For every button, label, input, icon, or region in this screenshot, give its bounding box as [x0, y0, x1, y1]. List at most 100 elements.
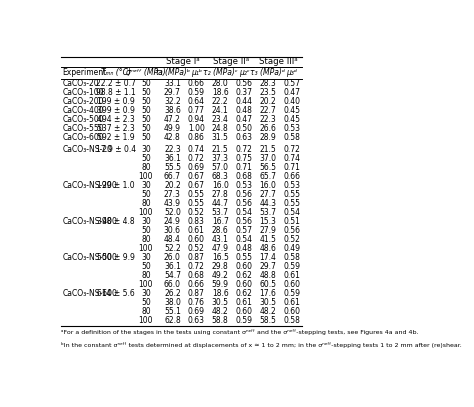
Text: 50: 50: [141, 88, 151, 97]
Text: 37.0: 37.0: [259, 154, 276, 163]
Text: CaCO₃-NS-500: CaCO₃-NS-500: [62, 253, 117, 262]
Text: 20.2: 20.2: [164, 181, 181, 190]
Text: 0.55: 0.55: [236, 253, 253, 262]
Text: 50: 50: [141, 124, 151, 133]
Text: 50: 50: [141, 298, 151, 307]
Text: 0.53: 0.53: [283, 124, 301, 133]
Text: 0.45: 0.45: [283, 106, 301, 115]
Text: 52.2: 52.2: [164, 244, 181, 253]
Text: 0.72: 0.72: [283, 145, 300, 154]
Text: 49.2: 49.2: [212, 271, 228, 280]
Text: 0.55: 0.55: [188, 199, 205, 208]
Text: Stage IIᵃ: Stage IIᵃ: [213, 57, 249, 66]
Text: 592 ± 1.9: 592 ± 1.9: [97, 133, 135, 142]
Text: 48.8: 48.8: [260, 271, 276, 280]
Text: τ₁ (MPa)ᵇ: τ₁ (MPa)ᵇ: [155, 68, 190, 77]
Text: 21.5: 21.5: [212, 145, 228, 154]
Text: 27.3: 27.3: [164, 190, 181, 199]
Text: 30.6: 30.6: [164, 226, 181, 235]
Text: 0.56: 0.56: [236, 190, 253, 199]
Text: 0.55: 0.55: [283, 190, 301, 199]
Text: 0.54: 0.54: [236, 235, 253, 244]
Text: 0.50: 0.50: [236, 124, 253, 133]
Text: 60.5: 60.5: [259, 280, 276, 289]
Text: 0.57: 0.57: [283, 79, 301, 88]
Text: CaCO₃-NS-600: CaCO₃-NS-600: [62, 289, 117, 298]
Text: 0.56: 0.56: [236, 217, 253, 226]
Text: 58.8: 58.8: [212, 316, 228, 326]
Text: 0.67: 0.67: [188, 181, 205, 190]
Text: 22.3: 22.3: [260, 115, 276, 124]
Text: 24.8: 24.8: [212, 124, 228, 133]
Text: 0.56: 0.56: [236, 79, 253, 88]
Text: 0.52: 0.52: [188, 244, 205, 253]
Text: 0.59: 0.59: [283, 289, 301, 298]
Text: 0.56: 0.56: [236, 199, 253, 208]
Text: 20.2: 20.2: [260, 97, 276, 106]
Text: 49.9: 49.9: [164, 124, 181, 133]
Text: 18.6: 18.6: [212, 88, 228, 97]
Text: ᵇIn the constant σⁿᵉᶠᶠ tests determined at displacements of x ≈ 1 to 2 mm; in th: ᵇIn the constant σⁿᵉᶠᶠ tests determined …: [61, 341, 462, 348]
Text: 36.1: 36.1: [164, 262, 181, 271]
Text: 28.9: 28.9: [260, 133, 276, 142]
Text: 80: 80: [141, 163, 151, 172]
Text: 614 ± 5.6: 614 ± 5.6: [97, 289, 135, 298]
Text: CaCO₃-550: CaCO₃-550: [62, 124, 104, 133]
Text: 0.40: 0.40: [283, 97, 301, 106]
Text: 50: 50: [141, 115, 151, 124]
Text: 199 ± 0.9: 199 ± 0.9: [97, 97, 135, 106]
Text: 0.58: 0.58: [283, 253, 300, 262]
Text: 42.8: 42.8: [164, 133, 181, 142]
Text: 22.7: 22.7: [260, 106, 276, 115]
Text: 0.60: 0.60: [283, 280, 301, 289]
Text: 80: 80: [141, 271, 151, 280]
Text: 27.9: 27.9: [259, 226, 276, 235]
Text: CaCO₃-200: CaCO₃-200: [62, 97, 104, 106]
Text: 44.7: 44.7: [212, 199, 228, 208]
Text: 48.2: 48.2: [260, 307, 276, 316]
Text: Experiment: Experiment: [62, 68, 107, 77]
Text: 50: 50: [141, 97, 151, 106]
Text: 0.69: 0.69: [188, 307, 205, 316]
Text: 30.5: 30.5: [259, 298, 276, 307]
Text: 0.66: 0.66: [188, 280, 205, 289]
Text: Stage IIIᵃ: Stage IIIᵃ: [259, 57, 298, 66]
Text: 398 ± 4.8: 398 ± 4.8: [97, 217, 135, 226]
Text: 0.61: 0.61: [236, 298, 253, 307]
Text: 23.5: 23.5: [259, 88, 276, 97]
Text: 30: 30: [141, 145, 151, 154]
Text: 48.4: 48.4: [164, 235, 181, 244]
Text: CaCO₃-20: CaCO₃-20: [62, 79, 99, 88]
Text: μ₃ᵈ: μ₃ᵈ: [286, 68, 297, 77]
Text: 16.7: 16.7: [212, 217, 228, 226]
Text: 50: 50: [141, 262, 151, 271]
Text: ᵃFor a definition of the stages in the tests using constant σⁿᵉᶠᶠ and the σⁿᵉᶠᶠ-: ᵃFor a definition of the stages in the t…: [61, 329, 419, 335]
Text: 0.86: 0.86: [188, 133, 205, 142]
Text: 100: 100: [139, 208, 153, 217]
Text: 0.72: 0.72: [236, 145, 253, 154]
Text: Stage Iᵃ: Stage Iᵃ: [166, 57, 200, 66]
Text: 0.76: 0.76: [188, 298, 205, 307]
Text: 26.0: 26.0: [164, 253, 181, 262]
Text: 0.66: 0.66: [283, 172, 301, 181]
Text: 30: 30: [141, 217, 151, 226]
Text: 0.59: 0.59: [236, 316, 253, 326]
Text: 24.9: 24.9: [164, 217, 181, 226]
Text: 0.48: 0.48: [236, 244, 253, 253]
Text: 0.61: 0.61: [283, 271, 300, 280]
Text: 50: 50: [141, 154, 151, 163]
Text: σⁿᵉᶠᶠ (MPa): σⁿᵉᶠᶠ (MPa): [126, 68, 166, 77]
Text: 0.54: 0.54: [236, 208, 253, 217]
Text: 33.1: 33.1: [164, 79, 181, 88]
Text: 0.59: 0.59: [283, 262, 301, 271]
Text: 0.52: 0.52: [283, 235, 300, 244]
Text: 0.62: 0.62: [236, 271, 253, 280]
Text: 199 ± 1.0: 199 ± 1.0: [97, 181, 135, 190]
Text: 0.54: 0.54: [283, 208, 301, 217]
Text: 100: 100: [139, 316, 153, 326]
Text: 58.5: 58.5: [259, 316, 276, 326]
Text: 0.53: 0.53: [283, 181, 301, 190]
Text: 15.3: 15.3: [259, 217, 276, 226]
Text: 38.0: 38.0: [164, 298, 181, 307]
Text: 0.45: 0.45: [283, 115, 301, 124]
